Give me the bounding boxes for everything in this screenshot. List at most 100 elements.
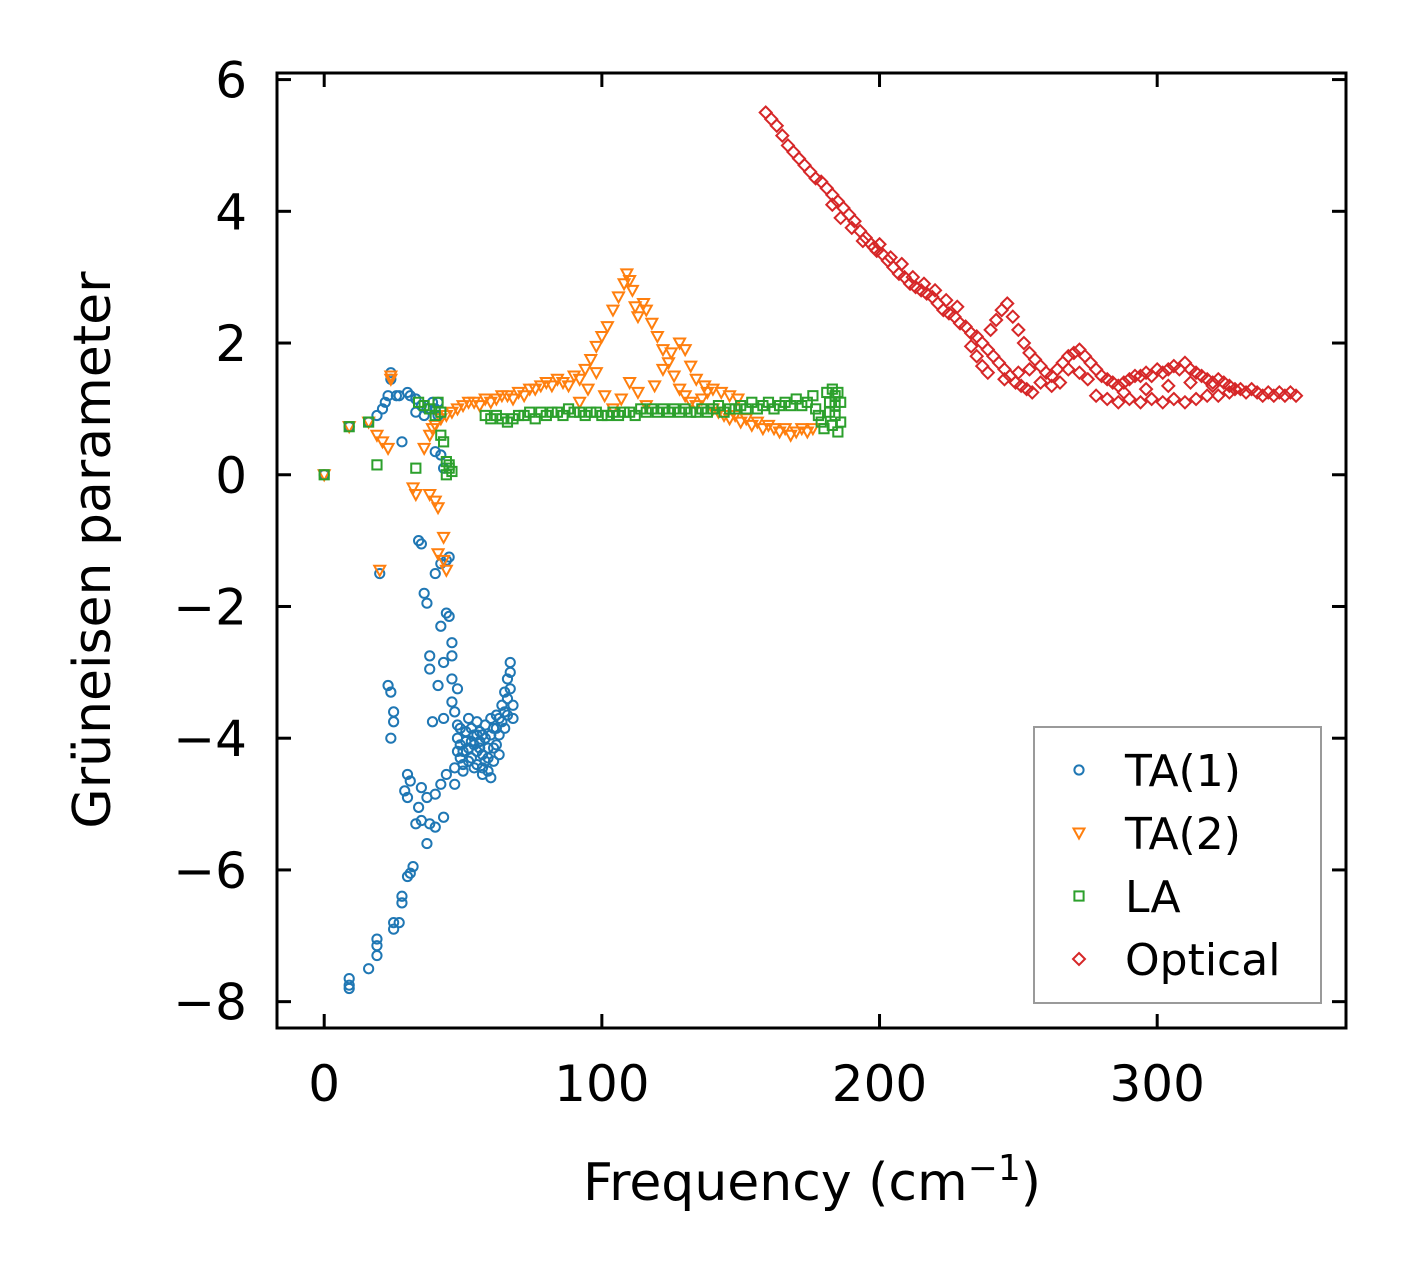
data-point-ta-1 [401, 791, 414, 804]
legend-label: TA(1) [1124, 746, 1241, 797]
data-point-ta-2 [544, 380, 560, 394]
data-point-ta-2 [430, 548, 446, 562]
data-point-ta-1 [396, 436, 408, 448]
data-point-ta-1 [374, 567, 386, 580]
data-point-ta-1 [343, 979, 355, 991]
data-point-ta-1 [343, 982, 355, 995]
data-point-ta-2 [644, 317, 660, 331]
data-point-optical [1138, 381, 1154, 397]
data-point-optical [797, 157, 812, 173]
data-point-ta-2 [750, 416, 765, 430]
data-point-optical [1116, 375, 1132, 390]
data-point-optical [1099, 391, 1115, 407]
data-point-ta-1 [376, 403, 389, 415]
data-point-optical [844, 220, 860, 236]
data-point-optical [1052, 375, 1068, 390]
data-point-ta-2 [605, 403, 621, 417]
data-point-ta-2 [589, 367, 604, 381]
data-point-ta-2 [744, 419, 759, 433]
data-point-ta-1 [437, 811, 450, 823]
data-point-optical [1155, 365, 1171, 381]
data-point-ta-1 [421, 837, 433, 850]
data-point-ta-2 [625, 284, 640, 298]
data-point-ta-2 [589, 340, 604, 354]
data-point-ta-2 [375, 436, 390, 450]
data-point-ta-2 [436, 531, 451, 545]
axis-ticks: 0 100 200 300 −8 −6 −4 −2 0 2 4 6 [173, 52, 1346, 1113]
data-point-ta-1 [396, 897, 408, 909]
y-tick-label: −6 [173, 842, 247, 900]
data-point-ta-1 [496, 716, 508, 728]
data-point-la [812, 409, 825, 422]
data-point-ta-2 [580, 383, 596, 397]
y-tick-label: −8 [173, 974, 247, 1032]
data-point-ta-1 [413, 801, 425, 813]
data-point-ta-2 [422, 489, 437, 503]
data-point-ta-2 [380, 442, 396, 456]
data-point-ta-1 [496, 699, 508, 711]
data-point-ta-2 [630, 311, 646, 325]
data-point-ta-2 [655, 363, 671, 377]
data-point-optical [763, 111, 779, 127]
data-point-ta-2 [661, 357, 676, 371]
data-point-la [815, 416, 827, 428]
data-point-ta-2 [777, 423, 793, 437]
data-point-ta-1 [435, 620, 447, 632]
data-point-ta-1 [385, 686, 397, 698]
data-point-ta-1 [363, 963, 375, 975]
data-point-optical [1277, 388, 1293, 404]
data-point-optical [1044, 378, 1060, 394]
data-point-ta-1 [507, 712, 519, 725]
y-tick-label: 0 [215, 447, 247, 505]
data-point-ta-2 [597, 390, 612, 404]
data-point-optical [1110, 394, 1126, 410]
data-point-ta-2 [483, 396, 498, 410]
data-point-ta-1 [476, 729, 489, 741]
data-point-ta-1 [482, 765, 494, 777]
data-point-ta-2 [555, 377, 571, 391]
data-point-ta-2 [439, 564, 454, 578]
data-point-optical [916, 276, 932, 292]
data-point-ta-2 [583, 354, 598, 368]
data-point-la [371, 459, 383, 471]
y-tick-label: 2 [215, 315, 247, 373]
data-point-ta-2 [619, 268, 635, 282]
data-point-ta-1 [437, 656, 450, 669]
data-point-ta-1 [446, 650, 458, 662]
data-point-ta-1 [504, 656, 516, 669]
data-point-ta-1 [401, 870, 414, 883]
data-point-ta-2 [639, 304, 654, 318]
data-point-optical [1088, 361, 1104, 377]
legend-label: TA(2) [1124, 809, 1241, 860]
x-tick-label: 200 [832, 1055, 927, 1113]
data-point-ta-2 [672, 383, 687, 397]
data-point-optical [1033, 358, 1048, 374]
data-point-ta-2 [444, 406, 460, 420]
data-point-ta-1 [499, 722, 511, 734]
data-point-optical [1133, 394, 1148, 410]
data-point-ta-2 [622, 274, 637, 289]
data-point-optical [1022, 361, 1037, 377]
data-point-ta-2 [550, 373, 565, 387]
data-point-optical [1033, 375, 1048, 390]
data-point-ta-1 [396, 890, 408, 902]
data-point-optical [1183, 375, 1198, 390]
data-point-ta-1 [382, 679, 394, 692]
legend-marker [1073, 764, 1085, 776]
data-point-optical [1188, 391, 1204, 407]
data-point-ta-2 [594, 330, 610, 345]
data-point-ta-1 [429, 821, 441, 833]
data-point-ta-1 [401, 768, 414, 781]
data-point-optical [833, 210, 849, 226]
data-point-optical [1083, 355, 1098, 371]
data-point-ta-1 [446, 696, 458, 708]
data-point-optical [802, 164, 818, 180]
data-point-optical [927, 282, 943, 298]
data-point-ta-2 [436, 554, 451, 568]
legend-label: LA [1125, 872, 1181, 923]
data-point-la [363, 416, 375, 428]
data-point-ta-2 [614, 393, 629, 407]
data-point-optical [1072, 365, 1087, 381]
data-point-optical [1288, 388, 1304, 404]
legend-item: TA(2) [1071, 809, 1241, 860]
